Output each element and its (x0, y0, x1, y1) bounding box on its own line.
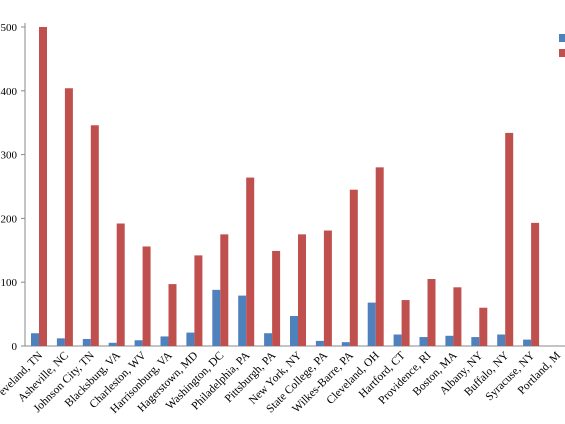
legend-swatch-1 (559, 34, 565, 42)
bar-series-2 (323, 230, 332, 346)
y-axis-ticks: 0 100 200 300 400 500 (1, 22, 25, 353)
axes (24, 23, 565, 347)
bar-series-1 (238, 295, 247, 346)
bar-series-2 (168, 284, 177, 346)
y-tick-label: 0 (12, 341, 18, 353)
bar-series-2 (220, 234, 229, 346)
legend-swatch-2 (559, 49, 565, 57)
bar-series-1 (264, 333, 273, 346)
bar-series-2 (116, 223, 125, 346)
bar-series-2 (375, 167, 384, 346)
bar-series-1 (523, 339, 532, 346)
bar-series-2 (272, 250, 281, 346)
bar-series-1 (445, 335, 454, 346)
bar-series-2 (427, 279, 436, 346)
bar-series-1 (497, 334, 506, 346)
bar-series-1 (315, 340, 324, 346)
y-tick-label: 300 (1, 150, 18, 162)
bar-series-2 (401, 300, 410, 346)
bar-series-2 (349, 189, 358, 346)
bar-series-1 (367, 302, 376, 346)
bar-series-1 (108, 342, 117, 346)
y-tick-label: 100 (1, 277, 18, 289)
bar-series-2 (90, 125, 99, 346)
bar-series-2 (142, 246, 151, 346)
bar-series-2 (246, 177, 255, 346)
bar-series-1 (82, 338, 91, 346)
bar-series-1 (393, 334, 402, 346)
bar-series-1 (290, 316, 298, 346)
bar-series-1 (31, 333, 39, 346)
bar-series-1 (212, 289, 221, 346)
bar-series-1 (160, 336, 169, 346)
y-tick-label: 200 (1, 213, 18, 225)
bar-series-2 (453, 287, 462, 346)
bar-series-1 (419, 337, 428, 346)
y-tick-label: 400 (1, 86, 18, 98)
bar-series-1 (186, 332, 195, 346)
bar-series-2 (64, 88, 73, 347)
bars (31, 27, 540, 347)
bar-series-1 (56, 338, 65, 346)
bar-series-1 (134, 340, 143, 346)
bar-series-2 (298, 234, 306, 346)
bar-series-2 (505, 132, 514, 346)
y-tick-label: 500 (1, 22, 18, 34)
bar-series-1 (471, 337, 480, 346)
legend (559, 34, 565, 57)
bar-series-2 (39, 27, 47, 346)
bar-series-2 (194, 255, 203, 346)
bar-series-2 (531, 222, 540, 346)
bar-series-2 (479, 307, 488, 346)
bar-series-1 (341, 342, 350, 346)
